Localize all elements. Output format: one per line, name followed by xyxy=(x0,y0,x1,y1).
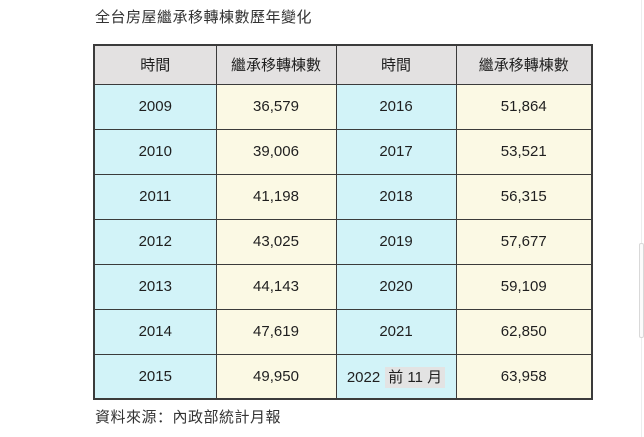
cell-value: 39,006 xyxy=(215,128,337,175)
cell-value: 57,677 xyxy=(455,218,593,265)
data-source-note: 資料來源：內政部統計月報 xyxy=(95,409,282,426)
cell-year: 2015 xyxy=(93,353,217,400)
cell-value: 62,850 xyxy=(455,308,593,355)
table-header-row: 時間 繼承移轉棟數 時間 繼承移轉棟數 xyxy=(93,44,593,85)
table-row: 2011 41,198 2018 56,315 xyxy=(93,173,593,220)
cell-year: 2020 xyxy=(335,263,457,310)
header-time-left: 時間 xyxy=(93,44,217,85)
cell-year: 2011 xyxy=(93,173,217,220)
cell-year: 2019 xyxy=(335,218,457,265)
cell-value: 36,579 xyxy=(215,83,337,130)
page-title: 全台房屋繼承移轉棟數歷年變化 xyxy=(95,9,313,26)
year-2022-label: 2022 xyxy=(346,368,381,386)
cell-year: 2010 xyxy=(93,128,217,175)
cell-value: 53,521 xyxy=(455,128,593,175)
header-count-right: 繼承移轉棟數 xyxy=(455,44,593,85)
table-row: 2012 43,025 2019 57,677 xyxy=(93,218,593,265)
year-2022-highlight: 前 11 月 xyxy=(385,366,446,388)
table-row: 2009 36,579 2016 51,864 xyxy=(93,83,593,130)
table-row: 2010 39,006 2017 53,521 xyxy=(93,128,593,175)
header-count-left: 繼承移轉棟數 xyxy=(215,44,337,85)
cell-year: 2017 xyxy=(335,128,457,175)
cell-value: 59,109 xyxy=(455,263,593,310)
cell-value: 63,958 xyxy=(455,353,593,400)
scrollbar-thumb[interactable] xyxy=(639,243,644,338)
cell-year: 2016 xyxy=(335,83,457,130)
cell-value: 41,198 xyxy=(215,173,337,220)
table-row: 2014 47,619 2021 62,850 xyxy=(93,308,593,355)
cell-year: 2021 xyxy=(335,308,457,355)
cell-year: 2018 xyxy=(335,173,457,220)
cell-year: 2009 xyxy=(93,83,217,130)
cell-value: 56,315 xyxy=(455,173,593,220)
cell-year: 2013 xyxy=(93,263,217,310)
cell-year: 2012 xyxy=(93,218,217,265)
inheritance-transfer-table: 時間 繼承移轉棟數 時間 繼承移轉棟數 2009 36,579 2016 51,… xyxy=(93,44,593,400)
header-time-right: 時間 xyxy=(335,44,457,85)
cell-value: 47,619 xyxy=(215,308,337,355)
scrollbar-track[interactable] xyxy=(641,0,642,437)
cell-value: 51,864 xyxy=(455,83,593,130)
cell-value: 43,025 xyxy=(215,218,337,265)
cell-year: 2014 xyxy=(93,308,217,355)
table-row: 2013 44,143 2020 59,109 xyxy=(93,263,593,310)
cell-value: 49,950 xyxy=(215,353,337,400)
cell-value: 44,143 xyxy=(215,263,337,310)
table-row: 2015 49,950 2022 前 11 月 63,958 xyxy=(93,353,593,400)
cell-year-2022: 2022 前 11 月 xyxy=(335,353,457,400)
